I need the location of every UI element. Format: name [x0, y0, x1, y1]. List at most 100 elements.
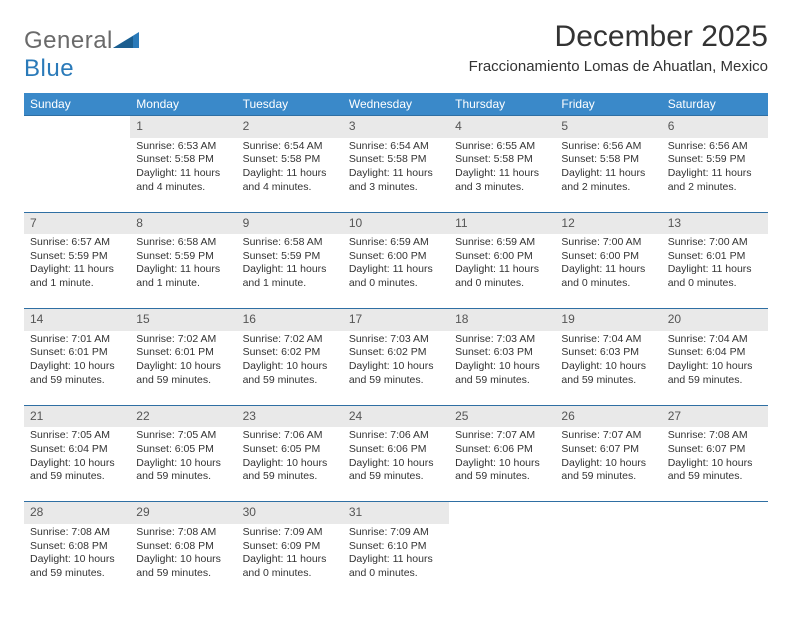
daylight-text: Daylight: 10 hours and 59 minutes. [668, 360, 762, 387]
day-number: 3 [343, 116, 449, 138]
sunset-text: Sunset: 5:58 PM [243, 153, 337, 167]
day-number: 31 [343, 502, 449, 524]
day-cell: Sunrise: 7:04 AMSunset: 6:04 PMDaylight:… [662, 331, 768, 406]
day-number: 9 [237, 212, 343, 234]
weekday-header: Sunday [24, 93, 130, 116]
daylight-text: Daylight: 10 hours and 59 minutes. [136, 457, 230, 484]
sunset-text: Sunset: 5:58 PM [349, 153, 443, 167]
daylight-text: Daylight: 10 hours and 59 minutes. [243, 360, 337, 387]
daylight-text: Daylight: 10 hours and 59 minutes. [30, 553, 124, 580]
page-title: December 2025 [469, 20, 768, 54]
sunrise-text: Sunrise: 6:59 AM [455, 236, 549, 250]
daylight-text: Daylight: 11 hours and 0 minutes. [243, 553, 337, 580]
day-cell [449, 524, 555, 598]
header: General Blue December 2025 Fraccionamien… [24, 20, 768, 83]
daylight-text: Daylight: 10 hours and 59 minutes. [136, 553, 230, 580]
day-info-row: Sunrise: 6:53 AMSunset: 5:58 PMDaylight:… [24, 138, 768, 213]
day-info-row: Sunrise: 7:01 AM Sunset: 6:01 PM Daylight:… [24, 331, 768, 406]
calendar-table: Sunday Monday Tuesday Wednesday Thursday… [24, 93, 768, 598]
daylight-text: Daylight: 10 hours and 59 minutes. [349, 457, 443, 484]
sunrise-text: Sunrise: 7:01 AM [30, 333, 124, 347]
daylight-text: Daylight: 11 hours and 0 minutes. [349, 263, 443, 290]
daylight-text: Daylight: 11 hours and 1 minute. [136, 263, 230, 290]
sunrise-text: Sunrise: 6:58 AM [136, 236, 230, 250]
day-cell: Sunrise: 7:09 AMSunset: 6:10 PMDaylight:… [343, 524, 449, 598]
sunrise-text: Sunrise: 7:07 AM [455, 429, 549, 443]
sunset-text: Sunset: 5:59 PM [243, 250, 337, 264]
day-number-row: 123456 [24, 116, 768, 138]
daylight-text: Daylight: 10 hours and 59 minutes. [455, 457, 549, 484]
daylight-text: Daylight: 11 hours and 1 minute. [30, 263, 124, 290]
day-number: 1 [130, 116, 236, 138]
daylight-text: Daylight: 11 hours and 4 minutes. [136, 167, 230, 194]
day-number: 27 [662, 405, 768, 427]
sunrise-text: Sunrise: 7:06 AM [349, 429, 443, 443]
sunrise-text: Sunrise: 7:08 AM [136, 526, 230, 540]
day-number: 29 [130, 502, 236, 524]
day-number: 10 [343, 212, 449, 234]
daylight-text: Daylight: 10 hours and 59 minutes. [243, 457, 337, 484]
weekday-header: Thursday [449, 93, 555, 116]
day-number: 5 [555, 116, 661, 138]
sunrise-text: Sunrise: 7:08 AM [30, 526, 124, 540]
sunset-text: Sunset: 6:01 PM [136, 346, 230, 360]
sunrise-text: Sunrise: 6:54 AM [243, 140, 337, 154]
sunset-text: Sunset: 6:05 PM [136, 443, 230, 457]
weekday-header: Friday [555, 93, 661, 116]
day-number: 11 [449, 212, 555, 234]
sunset-text: Sunset: 6:02 PM [243, 346, 337, 360]
title-block: December 2025 Fraccionamiento Lomas de A… [469, 20, 768, 75]
day-number-row: 21222324252627 [24, 405, 768, 427]
daylight-text: Daylight: 10 hours and 59 minutes. [349, 360, 443, 387]
sunset-text: Sunset: 6:07 PM [561, 443, 655, 457]
day-number-row: 28293031 [24, 502, 768, 524]
day-number: 30 [237, 502, 343, 524]
sunrise-text: Sunrise: 6:54 AM [349, 140, 443, 154]
weekday-header-row: Sunday Monday Tuesday Wednesday Thursday… [24, 93, 768, 116]
sunrise-text: Sunrise: 6:57 AM [30, 236, 124, 250]
sunrise-text: Sunrise: 7:07 AM [561, 429, 655, 443]
sunset-text: Sunset: 6:04 PM [30, 443, 124, 457]
daylight-text: Daylight: 10 hours and 59 minutes. [30, 360, 124, 387]
sunset-text: Sunset: 5:59 PM [136, 250, 230, 264]
sunset-text: Sunset: 6:02 PM [349, 346, 443, 360]
day-cell [555, 524, 661, 598]
day-cell [24, 138, 130, 213]
day-cell: Sunrise: 6:58 AMSunset: 5:59 PMDaylight:… [237, 234, 343, 309]
day-number: 12 [555, 212, 661, 234]
day-cell: Sunrise: 7:06 AMSunset: 6:05 PMDaylight:… [237, 427, 343, 502]
sunset-text: Sunset: 6:00 PM [455, 250, 549, 264]
day-cell: Sunrise: 7:07 AMSunset: 6:07 PMDaylight:… [555, 427, 661, 502]
daylight-text: Daylight: 11 hours and 3 minutes. [455, 167, 549, 194]
weekday-header: Wednesday [343, 93, 449, 116]
day-cell: Sunrise: 7:02 AMSunset: 6:01 PMDaylight:… [130, 331, 236, 406]
day-number: 19 [555, 309, 661, 331]
sunrise-text: Sunrise: 7:09 AM [349, 526, 443, 540]
sunrise-text: Sunrise: 7:09 AM [243, 526, 337, 540]
sunset-text: Sunset: 5:58 PM [455, 153, 549, 167]
day-number: 14 [24, 309, 130, 331]
logo-word-2: Blue [24, 55, 74, 82]
sunrise-text: Sunrise: 7:06 AM [243, 429, 337, 443]
day-cell: Sunrise: 7:05 AMSunset: 6:04 PMDaylight:… [24, 427, 130, 502]
day-cell: Sunrise: 6:53 AMSunset: 5:58 PMDaylight:… [130, 138, 236, 213]
sunrise-text: Sunrise: 7:08 AM [668, 429, 762, 443]
sunrise-text: Sunrise: 7:00 AM [668, 236, 762, 250]
day-number: 7 [24, 212, 130, 234]
sunset-text: Sunset: 6:06 PM [349, 443, 443, 457]
sunrise-text: Sunrise: 7:03 AM [349, 333, 443, 347]
day-number: 25 [449, 405, 555, 427]
day-cell [662, 524, 768, 598]
daylight-text: Daylight: 10 hours and 59 minutes. [455, 360, 549, 387]
weekday-header: Saturday [662, 93, 768, 116]
sunrise-text: Sunrise: 6:55 AM [455, 140, 549, 154]
day-number: 6 [662, 116, 768, 138]
day-cell: Sunrise: 7:00 AMSunset: 6:00 PMDaylight:… [555, 234, 661, 309]
sunrise-text: Sunrise: 7:04 AM [561, 333, 655, 347]
day-cell: Sunrise: 6:54 AMSunset: 5:58 PMDaylight:… [343, 138, 449, 213]
logo-text: General Blue [24, 26, 139, 83]
day-cell: Sunrise: 7:00 AMSunset: 6:01 PMDaylight:… [662, 234, 768, 309]
daylight-text: Daylight: 11 hours and 0 minutes. [349, 553, 443, 580]
calendar-page: General Blue December 2025 Fraccionamien… [0, 0, 792, 618]
day-number: 16 [237, 309, 343, 331]
